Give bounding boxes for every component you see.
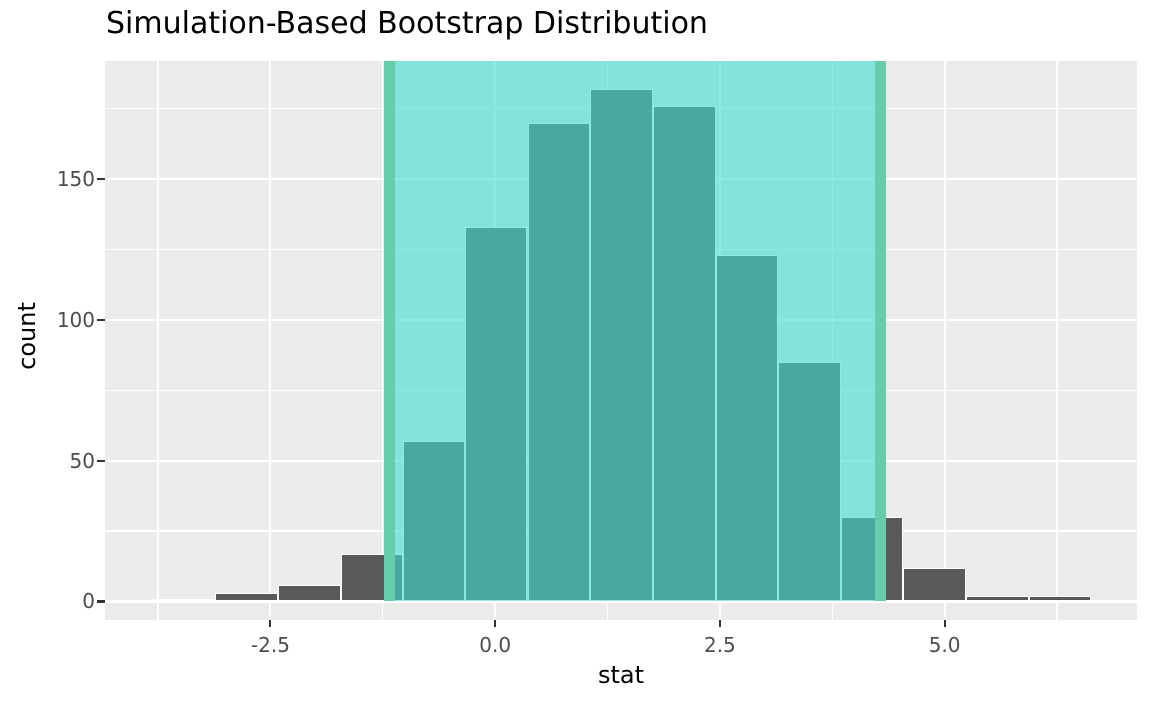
x-tick-mark <box>269 620 272 627</box>
x-tick-label: -2.5 <box>250 633 290 657</box>
histogram-bar <box>214 593 278 602</box>
y-tick-mark <box>97 459 105 462</box>
histogram-bar <box>966 595 1030 602</box>
x-tick-mark <box>943 620 946 627</box>
x-tick-label: 5.0 <box>928 633 961 657</box>
plot-panel <box>105 61 1137 620</box>
y-tick-label: 100 <box>56 307 95 332</box>
x-tick-label: 0.0 <box>479 633 512 657</box>
x-minor-gridline <box>1056 61 1058 620</box>
y-major-gridline <box>105 600 1137 603</box>
y-tick-label: 0 <box>82 589 95 614</box>
y-tick-label: 50 <box>69 448 95 473</box>
x-tick-mark <box>718 620 721 627</box>
histogram-bar <box>1029 595 1092 602</box>
y-tick-mark <box>97 177 105 181</box>
y-axis-title: count <box>13 302 41 370</box>
histogram-bar <box>277 584 341 602</box>
x-tick-mark <box>494 620 497 627</box>
y-tick-mark <box>97 318 105 321</box>
confidence-interval-region <box>389 61 881 602</box>
x-major-gridline <box>943 61 946 620</box>
histogram-bar <box>903 567 967 602</box>
ci-upper-line <box>875 61 887 602</box>
x-axis-title: stat <box>597 661 645 689</box>
y-tick-label: 150 <box>56 167 95 192</box>
chart-title: Simulation-Based Bootstrap Distribution <box>106 6 708 41</box>
x-major-gridline <box>269 61 272 620</box>
histogram-bar <box>151 598 215 602</box>
x-tick-label: 2.5 <box>703 633 736 657</box>
x-minor-gridline <box>157 61 159 620</box>
x-minor-gridline <box>382 61 384 620</box>
ci-lower-line <box>383 61 395 602</box>
y-tick-mark <box>97 600 105 603</box>
